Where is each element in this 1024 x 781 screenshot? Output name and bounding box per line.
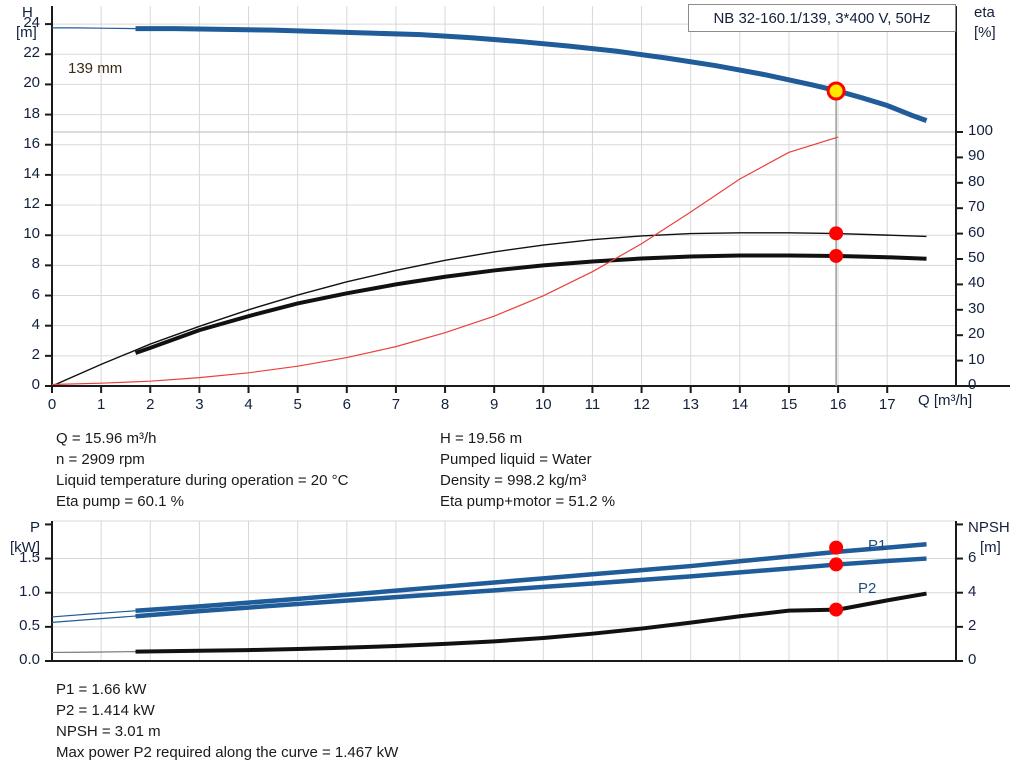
tick-label-q-6: 6 bbox=[342, 396, 351, 413]
tick-label-q-12: 12 bbox=[633, 396, 650, 413]
duty-dot-eta-pump bbox=[829, 226, 844, 241]
operating-data-left-line-1: Q = 15.96 m³/h bbox=[56, 430, 157, 447]
tick-label-eta-30: 30 bbox=[968, 299, 985, 317]
power-npsh-chart bbox=[45, 520, 963, 662]
tick-label-h-24: 24 bbox=[23, 14, 40, 32]
tick-label-h-14: 14 bbox=[23, 164, 40, 182]
tick-label-q-9: 9 bbox=[490, 396, 499, 413]
tick-label-eta-20: 20 bbox=[968, 325, 985, 343]
tick-label-q-10: 10 bbox=[534, 396, 552, 413]
head-eta-chart bbox=[45, 6, 1010, 393]
curve-p2-thick bbox=[135, 556, 927, 619]
tick-label-q-1: 1 bbox=[96, 396, 106, 413]
tick-label-npsh-4: 4 bbox=[968, 582, 977, 600]
tick-label-eta-40: 40 bbox=[968, 274, 985, 292]
operating-data-right-line-4: Eta pump+motor = 51.2 % bbox=[440, 493, 616, 510]
power-results-line-3: NPSH = 3.01 m bbox=[56, 723, 161, 740]
tick-label-q-5: 5 bbox=[293, 396, 302, 413]
tick-label-h-12: 12 bbox=[23, 195, 40, 213]
power-results-line-1: P1 = 1.66 kW bbox=[56, 681, 147, 698]
curve-label-p2: P2 bbox=[858, 580, 877, 597]
curve-h-impeller-139-mm bbox=[135, 26, 928, 123]
curve-eta-pump-motor bbox=[134, 253, 927, 355]
operating-data-left-line-2: n = 2909 rpm bbox=[56, 451, 145, 468]
tick-label-npsh-0: 0 bbox=[968, 651, 977, 668]
tick-label-eta-60: 60 bbox=[968, 223, 985, 241]
axis-label-q: Q [m³/h] bbox=[918, 392, 973, 409]
tick-label-q-2: 2 bbox=[146, 396, 155, 413]
axis-label-p: P bbox=[30, 519, 41, 536]
tick-label-p-1.0: 1.0 bbox=[19, 582, 40, 600]
duty-dot-p1 bbox=[829, 540, 844, 555]
tick-label-h-4: 4 bbox=[31, 315, 40, 333]
axis-label-eta: eta bbox=[974, 4, 995, 21]
tick-label-q-7: 7 bbox=[391, 396, 401, 413]
axis-unit-p: [kW] bbox=[10, 539, 40, 556]
curve-npsh bbox=[135, 591, 927, 654]
tick-label-q-16: 16 bbox=[829, 396, 847, 413]
tick-label-h-2: 2 bbox=[31, 345, 40, 363]
curve-p1-extension bbox=[51, 610, 136, 618]
tick-label-npsh-2: 2 bbox=[968, 616, 977, 634]
axis-unit-eta: [%] bbox=[974, 24, 996, 41]
tick-label-h-20: 20 bbox=[23, 74, 40, 92]
curve-p1 bbox=[135, 541, 927, 614]
tick-label-q-8: 8 bbox=[440, 396, 450, 413]
tick-label-h-8: 8 bbox=[31, 255, 40, 273]
curve-npsh-extension bbox=[51, 651, 136, 654]
tick-label-q-11: 11 bbox=[584, 396, 601, 413]
tick-label-p-1.5: 1.5 bbox=[19, 548, 40, 566]
tick-label-h-0: 0 bbox=[31, 376, 40, 393]
tick-label-q-15: 15 bbox=[780, 396, 798, 413]
operating-data-left-line-4: Eta pump = 60.1 % bbox=[56, 493, 184, 510]
pump-title-text: NB 32-160.1/139, 3*400 V, 50Hz bbox=[713, 9, 931, 27]
tick-label-h-6: 6 bbox=[31, 285, 40, 303]
axis-unit-h: [m] bbox=[16, 24, 37, 41]
tick-label-p-0.0: 0.0 bbox=[19, 651, 40, 668]
tick-label-eta-10: 10 bbox=[968, 350, 985, 368]
power-results-line-2: P2 = 1.414 kW bbox=[56, 702, 155, 719]
tick-label-eta-0: 0 bbox=[968, 376, 977, 393]
tick-label-q-13: 13 bbox=[682, 396, 700, 413]
duty-dot-eta-pump-motor bbox=[829, 248, 844, 263]
tick-label-q-17: 17 bbox=[878, 396, 896, 413]
impeller-size-label: 139 mm bbox=[68, 60, 123, 77]
curve-eta-pump bbox=[51, 232, 927, 387]
operating-data-left-line-3: Liquid temperature during operation = 20… bbox=[56, 472, 349, 489]
duty-dot-p2 bbox=[829, 557, 844, 572]
tick-label-q-0: 0 bbox=[47, 396, 57, 413]
tick-label-h-16: 16 bbox=[23, 134, 40, 152]
curve-h-extension-thin bbox=[52, 27, 136, 30]
tick-label-eta-100: 100 bbox=[968, 122, 994, 139]
duty-dot-npsh bbox=[829, 602, 844, 617]
tick-label-h-22: 22 bbox=[23, 44, 40, 62]
operating-data-right-line-3: Density = 998.2 kg/m³ bbox=[440, 472, 587, 489]
tick-label-h-18: 18 bbox=[23, 104, 40, 122]
tick-label-eta-50: 50 bbox=[968, 249, 985, 266]
duty-point-marker bbox=[826, 81, 846, 101]
axis-label-npsh: NPSH bbox=[968, 519, 1010, 536]
axis-label-h: H bbox=[22, 4, 33, 21]
tick-label-q-4: 4 bbox=[244, 396, 253, 413]
pump-title-box: NB 32-160.1/139, 3*400 V, 50Hz bbox=[688, 4, 956, 32]
tick-label-q-3: 3 bbox=[195, 396, 204, 413]
tick-label-q-14: 14 bbox=[731, 396, 749, 413]
tick-label-npsh-6: 6 bbox=[968, 548, 977, 566]
power-results-line-4: Max power P2 required along the curve = … bbox=[56, 744, 399, 761]
operating-data-right-line-2: Pumped liquid = Water bbox=[440, 451, 592, 468]
tick-label-eta-90: 90 bbox=[968, 147, 985, 165]
axis-unit-npsh: [m] bbox=[980, 539, 1001, 556]
tick-label-h-10: 10 bbox=[23, 225, 40, 243]
curve-npsh bbox=[51, 136, 839, 386]
curve-label-p1: P1 bbox=[868, 537, 887, 554]
operating-data-right-line-1: H = 19.56 m bbox=[440, 430, 523, 447]
tick-label-eta-70: 70 bbox=[968, 198, 985, 216]
tick-label-p-0.5: 0.5 bbox=[19, 616, 40, 634]
tick-label-eta-80: 80 bbox=[968, 172, 985, 190]
